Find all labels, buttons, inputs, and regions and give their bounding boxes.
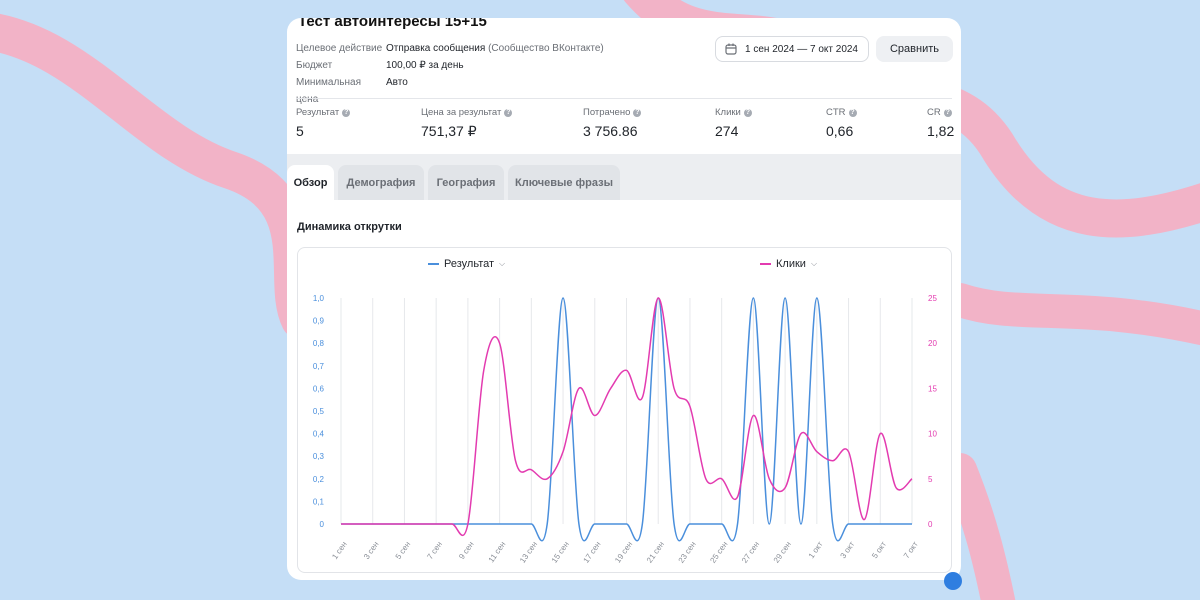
stat-cost-per-result: Цена за результат? 751,37 ₽ xyxy=(421,107,513,140)
page-title: Тест автоинтересы 15+15 xyxy=(298,18,487,30)
y-left-tick-label: 0,7 xyxy=(313,362,325,371)
legend-label: Клики xyxy=(776,258,806,270)
meta-label: Целевое действие xyxy=(296,43,383,54)
legend-swatch xyxy=(428,263,439,265)
x-tick-label: 17 сен xyxy=(581,540,602,565)
x-tick-label: 9 сен xyxy=(457,540,476,561)
meta-label: Бюджет xyxy=(296,60,333,71)
y-right-tick-label: 20 xyxy=(928,339,937,348)
x-tick-label: 23 сен xyxy=(677,540,698,565)
y-right-tick-label: 5 xyxy=(928,475,933,484)
legend-result[interactable]: Результат ⌵ xyxy=(428,258,505,270)
help-icon[interactable]: ? xyxy=(848,108,857,117)
meta-row-budget: Бюджет 100,00 ₽ за день xyxy=(296,57,604,74)
campaign-stats-card: Тест автоинтересы 15+15 Целевое действие… xyxy=(287,18,961,580)
help-icon[interactable]: ? xyxy=(943,108,952,117)
stat-clicks: Клики? 274 xyxy=(715,107,752,139)
help-icon[interactable]: ? xyxy=(633,108,642,117)
stat-value: 5 xyxy=(296,123,304,139)
help-icon[interactable]: ? xyxy=(342,108,351,117)
y-left-tick-label: 0,1 xyxy=(313,497,325,506)
tab-geography[interactable]: География xyxy=(428,165,504,200)
stat-value: 274 xyxy=(715,123,739,139)
stat-cr: CR? 1,82 xyxy=(927,107,954,139)
x-tick-label: 5 окт xyxy=(870,540,888,560)
stat-value: 3 756.86 xyxy=(583,123,638,139)
date-range-picker[interactable]: 1 сен 2024 — 7 окт 2024 xyxy=(715,36,869,62)
stat-spent: Потрачено? 3 756.86 xyxy=(583,107,642,139)
section-title: Динамика открутки xyxy=(297,221,402,233)
meta-row-target-action: Целевое действие Отправка сообщения (Соо… xyxy=(296,40,604,57)
x-tick-label: 21 сен xyxy=(645,540,666,565)
x-tick-label: 7 сен xyxy=(425,540,444,561)
y-left-tick-label: 0 xyxy=(320,520,325,529)
stat-label: CTR xyxy=(826,107,846,118)
x-tick-label: 1 сен xyxy=(330,540,349,561)
stat-ctr: CTR? 0,66 xyxy=(826,107,857,139)
x-tick-label: 5 сен xyxy=(394,540,413,561)
y-left-tick-label: 0,4 xyxy=(313,430,325,439)
meta-label: Минимальная цена xyxy=(296,77,362,105)
campaign-meta: Целевое действие Отправка сообщения (Соо… xyxy=(296,40,604,108)
y-right-tick-label: 0 xyxy=(928,520,933,529)
x-tick-label: 29 сен xyxy=(772,540,793,565)
stat-result: Результат? 5 xyxy=(296,107,351,139)
x-tick-label: 19 сен xyxy=(613,540,634,565)
x-tick-label: 11 сен xyxy=(487,540,508,564)
stat-label: Цена за результат xyxy=(421,107,502,118)
y-left-tick-label: 0,8 xyxy=(313,339,325,348)
x-tick-label: 7 окт xyxy=(902,540,920,560)
tab-demography[interactable]: Демография xyxy=(338,165,424,200)
x-tick-label: 15 сен xyxy=(550,540,571,565)
meta-value: 100,00 ₽ за день xyxy=(386,60,464,71)
legend-clicks[interactable]: Клики ⌵ xyxy=(760,258,817,270)
y-left-tick-label: 0,6 xyxy=(313,384,325,393)
y-left-tick-label: 0,5 xyxy=(313,407,325,416)
help-chat-button[interactable] xyxy=(944,572,962,590)
x-tick-label: 1 окт xyxy=(807,540,825,560)
legend-label: Результат xyxy=(444,258,495,270)
stat-value: 751,37 ₽ xyxy=(421,123,477,139)
y-left-tick-label: 0,3 xyxy=(313,452,325,461)
y-left-tick-label: 1,0 xyxy=(313,294,325,303)
date-range-label: 1 сен 2024 — 7 окт 2024 xyxy=(745,43,858,55)
stat-label: Потрачено xyxy=(583,107,631,118)
tab-overview[interactable]: Обзор xyxy=(287,165,334,200)
stat-value: 0,66 xyxy=(826,123,854,139)
chart-container: Результат ⌵ Клики ⌵ 1 сен 3 сен 5 сен 7 сен… xyxy=(297,247,952,573)
meta-row-min-price: Минимальная цена Авто xyxy=(296,74,604,108)
x-tick-label: 3 сен xyxy=(362,540,381,561)
y-right-tick-label: 15 xyxy=(928,384,937,393)
line-chart: 1 сен 3 сен 5 сен 7 сен 9 сен 11 сен 13 сен 15 … xyxy=(313,294,938,565)
chevron-down-icon: ⌵ xyxy=(810,259,818,268)
help-icon[interactable]: ? xyxy=(743,108,752,117)
chevron-down-icon: ⌵ xyxy=(499,259,506,268)
legend-swatch xyxy=(760,263,771,265)
compare-button[interactable]: Сравнить xyxy=(876,36,953,62)
tabs-bar: Обзор Демография География Ключевые фраз… xyxy=(287,154,961,200)
x-tick-label: 13 сен xyxy=(518,540,539,565)
stat-label: Результат xyxy=(296,107,340,118)
y-right-tick-label: 10 xyxy=(928,430,937,439)
y-left-tick-label: 0,9 xyxy=(313,317,325,326)
meta-value: Авто xyxy=(386,77,408,88)
y-left-tick-label: 0,2 xyxy=(313,475,325,484)
stat-value: 1,82 xyxy=(927,123,955,139)
meta-value: Отправка сообщения (Сообщество ВКонтакте… xyxy=(386,43,604,54)
x-tick-label: 3 окт xyxy=(838,540,856,560)
tab-key-phrases[interactable]: Ключевые фразы xyxy=(508,165,620,200)
divider xyxy=(296,98,952,99)
calendar-icon xyxy=(725,43,737,55)
series-line-result xyxy=(341,297,912,542)
help-icon[interactable]: ? xyxy=(504,108,513,117)
stat-label: Клики xyxy=(715,107,741,118)
x-tick-label: 25 сен xyxy=(708,540,729,565)
y-right-tick-label: 25 xyxy=(928,294,937,303)
stat-label: CR xyxy=(927,107,941,118)
series-line-clicks xyxy=(341,297,913,537)
x-tick-label: 27 сен xyxy=(740,540,761,565)
